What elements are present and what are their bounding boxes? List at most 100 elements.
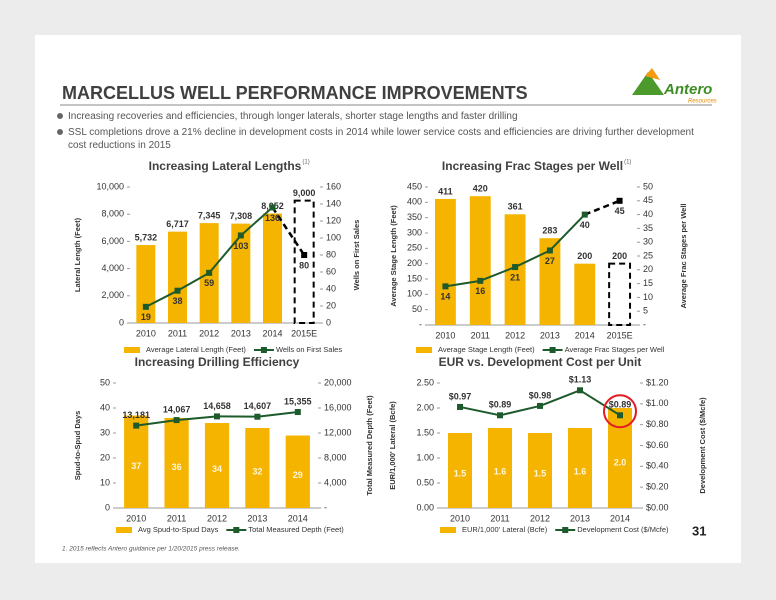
y-axis-label: Spud-to-Spud Days: [73, 411, 82, 481]
legend-label: Average Stage Length (Feet): [438, 345, 535, 354]
bar-label: 36: [172, 462, 182, 472]
legend-label: EUR/1,000' Lateral (Bcfe): [462, 525, 548, 534]
line-label: $0.89: [609, 400, 632, 410]
y-tick-label: 100: [407, 289, 422, 299]
bar-label: 32: [252, 466, 262, 476]
y-tick-label: 1.00: [416, 452, 434, 462]
y-tick-label: 400: [407, 197, 422, 207]
line-marker: [142, 303, 149, 310]
line-label: 45: [615, 206, 625, 216]
line-segment: [257, 411, 298, 418]
line-label: 80: [299, 260, 309, 270]
line-segment: [145, 289, 178, 308]
line-label: 21: [510, 272, 520, 282]
x-tick-label: 2014: [288, 513, 308, 523]
bar-label: 361: [508, 202, 523, 212]
y2-axis-label: Development Cost ($/Mcfe): [698, 397, 707, 494]
legend-swatch: [233, 527, 240, 533]
line-segment: [579, 389, 621, 417]
legend-label: Total Measured Depth (Feet): [248, 525, 344, 534]
x-tick-label: 2012: [199, 328, 219, 338]
line-marker: [174, 287, 181, 294]
y2-tick-label: $1.20: [646, 377, 669, 387]
x-tick-label: 2012: [505, 330, 525, 340]
line-label: 13,181: [122, 410, 150, 420]
legend-label: Average Lateral Length (Feet): [146, 345, 246, 354]
line-segment: [459, 405, 501, 417]
x-tick-label: 2014: [610, 513, 630, 523]
y-tick-label: 6,000: [101, 236, 124, 246]
line-marker: [442, 283, 449, 290]
y2-tick-label: 45: [643, 195, 653, 205]
x-tick-label: 2014: [575, 330, 595, 340]
bar-label: 200: [577, 251, 592, 261]
line-label: 19: [141, 312, 151, 322]
line-segment: [177, 271, 210, 292]
bar-label: 1.5: [454, 469, 467, 479]
line-segment: [539, 389, 581, 407]
y2-tick-label: 100: [326, 232, 341, 242]
line-label: 136: [265, 213, 280, 223]
line-label: 14,658: [203, 401, 231, 411]
bullet: Increasing recoveries and efficiencies, …: [57, 110, 708, 123]
y2-tick-label: 30: [643, 237, 653, 247]
y-tick-label: 200: [407, 258, 422, 268]
bar: [293, 199, 315, 325]
y-axis-label: EUR/1,000' Lateral (Bcfe): [388, 401, 397, 490]
y2-tick-label: -: [324, 502, 327, 512]
y2-tick-label: 40: [643, 209, 653, 219]
line-marker: [617, 412, 623, 419]
y-tick-label: 10: [100, 477, 110, 487]
bar-label: 1.6: [494, 466, 507, 476]
line-segment: [176, 415, 218, 422]
logo-name: Antero: [663, 81, 712, 98]
x-tick-label: 2015E: [607, 330, 633, 340]
y2-tick-label: $0.00: [646, 502, 669, 512]
logo-mountain: [632, 72, 664, 95]
y2-tick-label: 0: [326, 317, 331, 327]
bar-label: 37: [131, 461, 141, 471]
legend-swatch: [440, 527, 456, 533]
bar-label: 7,345: [198, 210, 221, 220]
bar: [568, 428, 592, 508]
y-tick-label: 8,000: [101, 209, 124, 219]
line-marker: [294, 409, 301, 416]
y-tick-label: 30: [100, 427, 110, 437]
bar: [164, 418, 189, 508]
y2-tick-label: $0.40: [646, 461, 669, 471]
line-marker: [214, 413, 220, 420]
y-tick-label: 350: [407, 212, 422, 222]
line-marker: [616, 197, 623, 204]
legend-swatch: [260, 347, 267, 353]
bar: [574, 263, 596, 325]
y-tick-label: 2.00: [416, 402, 434, 412]
title-note: (1): [624, 160, 631, 166]
x-tick-label: 2010: [435, 330, 455, 340]
line-segment: [549, 213, 586, 252]
line-label: 14: [440, 292, 450, 302]
bar: [245, 428, 270, 508]
y-tick-label: 0: [119, 317, 124, 327]
bar: [168, 231, 187, 323]
bar-label: 9,000: [293, 188, 316, 198]
legend-label: Development Cost ($/Mcfe): [577, 525, 669, 534]
x-tick-label: 2011: [167, 513, 186, 523]
y2-tick-label: 160: [326, 181, 341, 191]
legend-label: Avg Spud-to-Spud Days: [138, 525, 219, 534]
footnote: 1. 2015 reflects Antero guidance per 1/2…: [62, 546, 240, 553]
line-label: 59: [204, 278, 214, 288]
x-tick-label: 2013: [540, 330, 560, 340]
y-tick-label: 50: [100, 377, 110, 387]
bar: [488, 428, 512, 508]
line-marker: [206, 269, 213, 276]
bar-label: 1.5: [534, 469, 547, 479]
y-tick-label: 20: [100, 452, 110, 462]
x-tick-label: 2011: [471, 330, 490, 340]
y-tick-label: 2.50: [416, 377, 434, 387]
line-segment: [240, 206, 274, 237]
x-tick-label: 2010: [450, 513, 470, 523]
line-marker: [133, 422, 140, 429]
line-segment: [479, 266, 516, 282]
bullet: SSL completions drove a 21% decline in d…: [57, 126, 708, 152]
